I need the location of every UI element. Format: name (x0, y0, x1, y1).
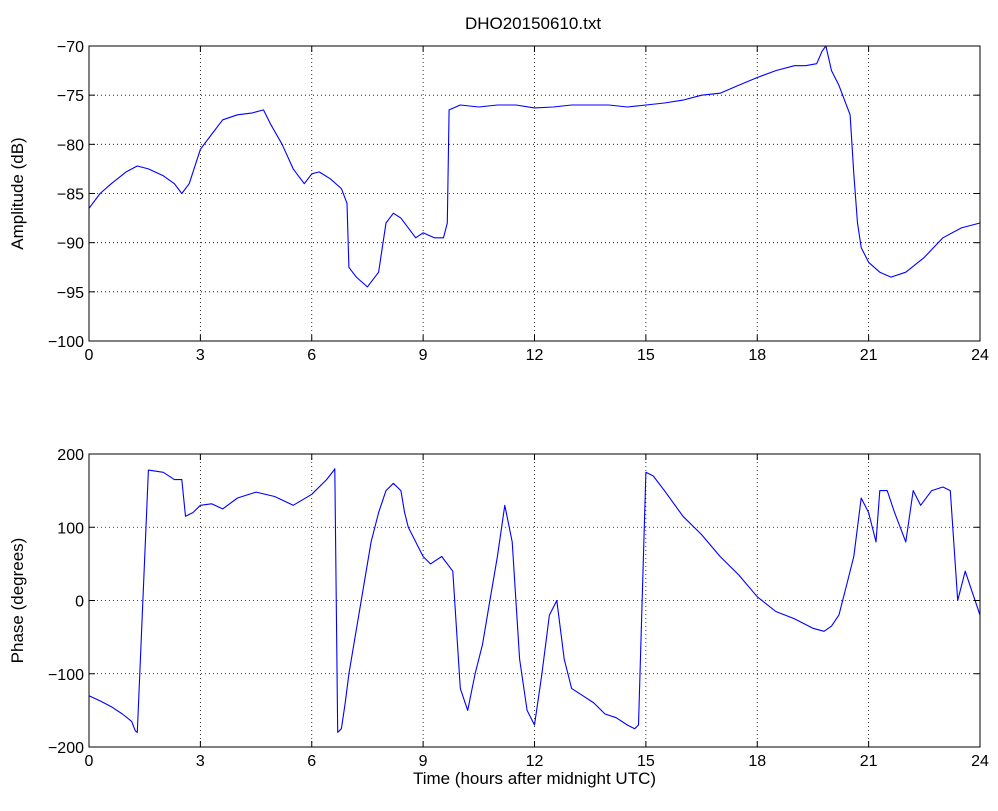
phase-x-axis-label: Time (hours after midnight UTC) (413, 769, 656, 788)
phase-x-tick-label: 3 (196, 753, 205, 770)
amplitude-x-tick-label: 3 (196, 347, 205, 364)
phase-x-tick-label: 21 (860, 753, 878, 770)
amplitude-x-tick-label: 0 (85, 347, 94, 364)
amplitude-y-tick-label: −90 (57, 236, 84, 253)
amplitude-y-tick-label: −75 (57, 88, 84, 105)
phase-x-tick-label: 18 (748, 753, 766, 770)
phase-y-axis-label: Phase (degrees) (8, 538, 27, 664)
amplitude-chart: 0 3 6 9 12 15 18 21 24 −100 −95 −90 −85 −80 −75 −70 Ampl… (8, 39, 989, 364)
phase-y-tick-label: 100 (57, 520, 84, 537)
amplitude-x-tick-label: 12 (526, 347, 544, 364)
phase-x-tick-label: 15 (637, 753, 655, 770)
amplitude-y-tick-label: −70 (57, 39, 84, 56)
amplitude-x-tick-label: 6 (307, 347, 316, 364)
amplitude-x-tick-label: 18 (748, 347, 766, 364)
phase-y-tick-label: −100 (48, 667, 84, 684)
amplitude-y-tick-label: −80 (57, 137, 84, 154)
amplitude-y-tick-label: −95 (57, 285, 84, 302)
phase-x-tick-label: 24 (971, 753, 989, 770)
amplitude-x-tick-label: 9 (419, 347, 428, 364)
phase-y-tick-label: 200 (57, 447, 84, 464)
phase-series-line (88, 468, 981, 733)
amplitude-x-tick-label: 15 (637, 347, 655, 364)
phase-y-tick-label: 0 (75, 594, 84, 611)
phase-x-tick-label: 12 (526, 753, 544, 770)
figure-title: DHO20150610.txt (465, 14, 601, 33)
amplitude-y-tick-label: −100 (48, 334, 84, 351)
phase-y-tick-label: −200 (48, 740, 84, 757)
phase-x-tick-label: 0 (85, 753, 94, 770)
phase-x-tick-label: 9 (419, 753, 428, 770)
amplitude-series-line (88, 45, 981, 288)
phase-x-tick-label: 6 (307, 753, 316, 770)
amplitude-x-tick-label: 21 (860, 347, 878, 364)
amplitude-x-tick-label: 24 (971, 347, 989, 364)
amplitude-y-tick-label: −85 (57, 187, 84, 204)
amplitude-y-axis-label: Amplitude (dB) (8, 137, 27, 249)
phase-chart: 0 3 6 9 12 15 18 21 24 −200 −100 0 100 200 Phase (degr… (8, 447, 989, 788)
